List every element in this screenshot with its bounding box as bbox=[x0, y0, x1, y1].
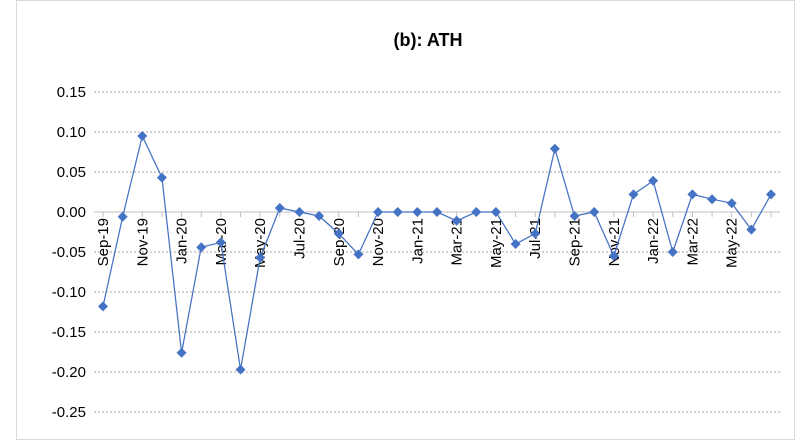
y-tick-label: 0.10 bbox=[57, 124, 86, 141]
y-tick-label: 0.15 bbox=[57, 84, 86, 101]
x-tick-label: Jan-21 bbox=[409, 218, 426, 264]
data-point bbox=[196, 242, 207, 253]
y-tick-label: -0.20 bbox=[52, 364, 86, 381]
data-point bbox=[333, 228, 344, 239]
data-point bbox=[294, 207, 305, 217]
x-tick-label: May-22 bbox=[724, 218, 741, 268]
data-point bbox=[569, 211, 580, 221]
data-point bbox=[451, 215, 462, 226]
x-tick-label: Nov-19 bbox=[134, 218, 151, 266]
data-point bbox=[628, 189, 639, 200]
data-point bbox=[746, 224, 757, 235]
data-point bbox=[490, 207, 501, 217]
data-point bbox=[314, 211, 325, 221]
data-point bbox=[608, 251, 619, 261]
x-tick-label: Sep-20 bbox=[331, 218, 348, 266]
x-tick-label: Sep-19 bbox=[95, 218, 112, 266]
x-tick-label: Jul-21 bbox=[527, 218, 544, 259]
data-point bbox=[766, 189, 776, 200]
data-point bbox=[589, 207, 600, 217]
y-tick-label: -0.15 bbox=[52, 324, 86, 341]
data-point bbox=[137, 131, 148, 141]
y-tick-label: 0.05 bbox=[57, 164, 86, 181]
x-tick-label: Jan-22 bbox=[645, 218, 662, 264]
data-point bbox=[156, 172, 167, 183]
data-point bbox=[412, 207, 423, 217]
y-tick-label: 0.00 bbox=[57, 204, 86, 221]
data-point bbox=[117, 211, 128, 222]
data-point bbox=[98, 301, 108, 312]
data-point bbox=[726, 198, 737, 209]
data-point bbox=[687, 189, 698, 200]
data-point bbox=[235, 364, 246, 375]
x-tick-label: Mar-21 bbox=[449, 218, 466, 266]
data-point bbox=[392, 207, 403, 217]
x-tick-label: Nov-21 bbox=[606, 218, 623, 266]
y-tick-label: -0.05 bbox=[52, 244, 86, 261]
x-tick-label: Jul-20 bbox=[291, 218, 308, 259]
x-tick-label: May-20 bbox=[252, 218, 269, 268]
x-tick-label: Mar-22 bbox=[684, 218, 701, 266]
x-tick-label: Sep-21 bbox=[567, 218, 584, 266]
data-point bbox=[707, 194, 718, 205]
data-point bbox=[215, 237, 226, 248]
chart-title: (b): ATH bbox=[394, 30, 463, 50]
data-point bbox=[667, 247, 678, 257]
y-tick-label: -0.25 bbox=[52, 404, 86, 421]
data-point bbox=[549, 143, 560, 154]
data-point bbox=[255, 252, 266, 263]
data-point bbox=[373, 207, 384, 217]
data-point bbox=[471, 207, 482, 217]
data-point bbox=[353, 249, 364, 260]
x-tick-label: May-21 bbox=[488, 218, 505, 268]
x-tick-label: Jan-20 bbox=[174, 218, 191, 264]
chart-border bbox=[16, 0, 795, 440]
data-point bbox=[510, 239, 521, 249]
y-tick-label: -0.10 bbox=[52, 284, 86, 301]
data-point bbox=[432, 207, 442, 217]
data-point bbox=[274, 203, 285, 213]
data-point bbox=[176, 347, 187, 358]
data-point bbox=[648, 175, 659, 186]
x-tick-label: Nov-20 bbox=[370, 218, 387, 266]
data-point bbox=[530, 228, 541, 239]
